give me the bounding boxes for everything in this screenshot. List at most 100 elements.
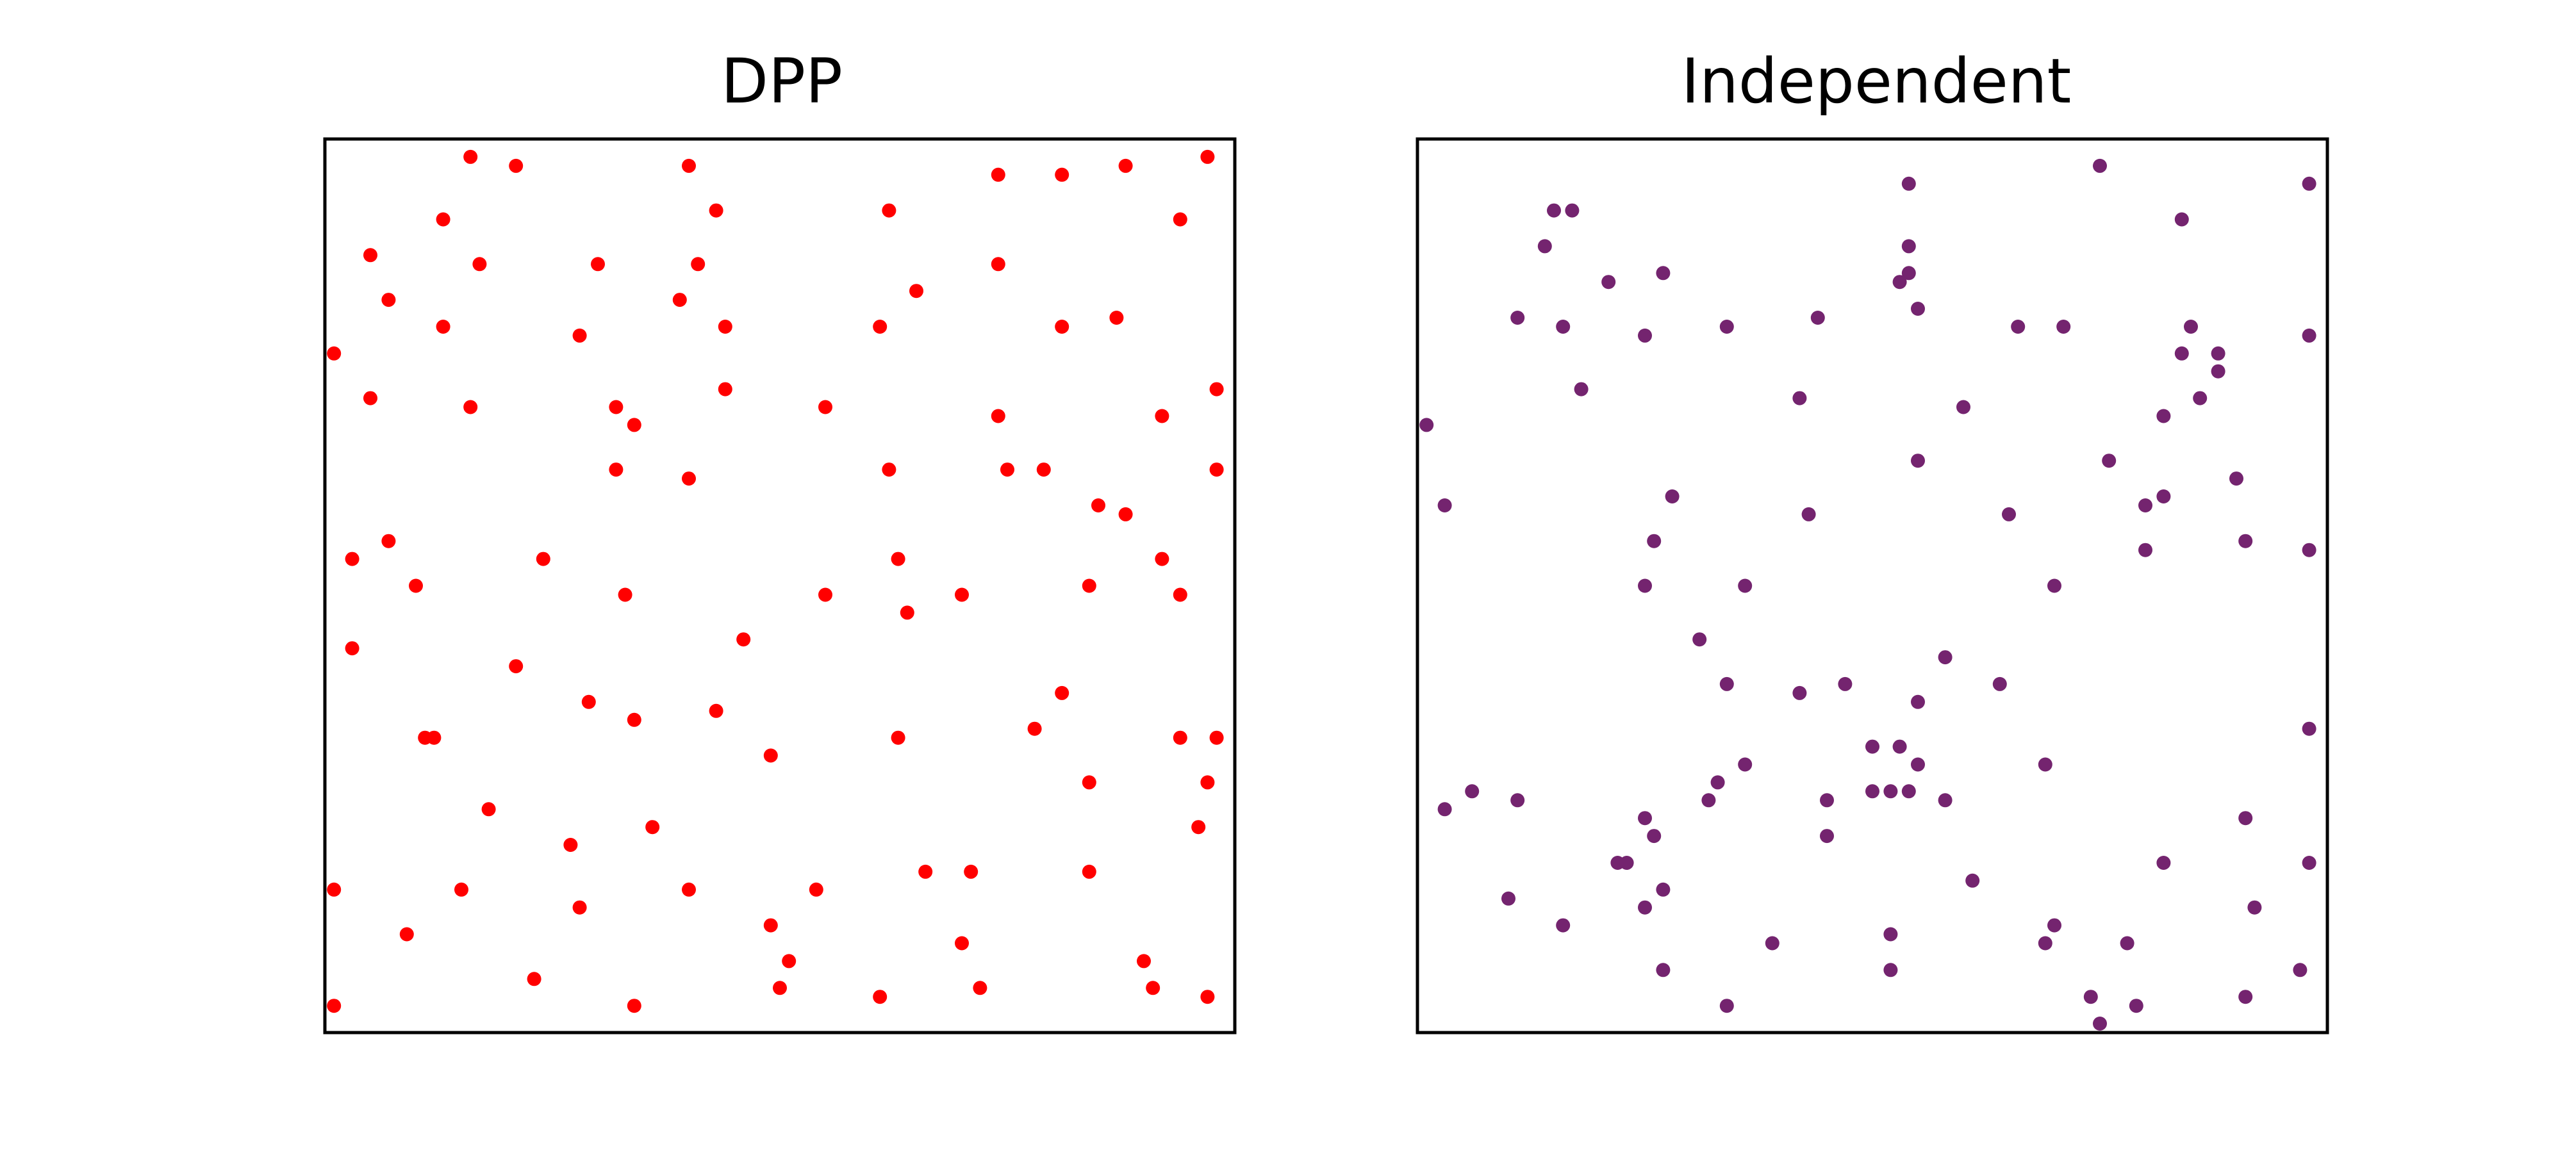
- dpp-point-23: [1109, 311, 1124, 325]
- dpp-point-10: [1173, 212, 1187, 227]
- independent-point-29: [2156, 409, 2171, 423]
- independent-point-1: [1901, 176, 1916, 191]
- dpp-point-30: [818, 400, 832, 414]
- independent-point-22: [2211, 346, 2225, 361]
- independent-point-55: [1892, 739, 1907, 754]
- dpp-point-20: [718, 320, 732, 334]
- dpp-point-14: [691, 257, 706, 272]
- dpp-point-21: [873, 320, 888, 334]
- dpp-point-6: [1200, 149, 1215, 164]
- independent-point-12: [1911, 302, 1925, 316]
- independent-point-32: [2102, 454, 2117, 468]
- dpp-point-9: [882, 203, 896, 218]
- independent-point-89: [1656, 963, 1671, 977]
- dpp-point-41: [1091, 498, 1105, 512]
- dpp-point-58: [581, 694, 596, 709]
- dpp-point-24: [327, 346, 342, 361]
- independent-point-5: [2174, 212, 2189, 227]
- independent-point-45: [1738, 578, 1753, 593]
- dpp-point-25: [572, 328, 587, 343]
- independent-point-26: [1956, 400, 1970, 414]
- independent-point-8: [1901, 266, 1916, 281]
- independent-point-49: [1719, 676, 1734, 691]
- dpp-point-77: [1082, 864, 1096, 879]
- dpp-point-60: [1055, 685, 1069, 700]
- independent-point-61: [1865, 784, 1879, 799]
- independent-panel: Independent: [1416, 45, 2329, 1034]
- dpp-point-29: [718, 382, 732, 397]
- dpp-point-85: [955, 936, 969, 951]
- independent-point-59: [2038, 757, 2052, 772]
- dpp-point-26: [363, 391, 377, 405]
- dpp-point-84: [399, 927, 414, 942]
- independent-point-71: [2238, 811, 2253, 826]
- independent-point-43: [2302, 543, 2316, 557]
- dpp-panel: DPP: [323, 45, 1237, 1034]
- independent-point-80: [1501, 891, 1515, 906]
- dpp-point-42: [1118, 507, 1133, 521]
- dpp-point-38: [1000, 462, 1014, 477]
- dpp-point-79: [454, 882, 468, 897]
- independent-point-87: [2038, 936, 2052, 951]
- independent-point-41: [2138, 543, 2152, 557]
- dpp-point-49: [618, 587, 632, 602]
- independent-point-77: [2302, 856, 2316, 870]
- independent-point-25: [1792, 391, 1807, 405]
- independent-point-86: [1765, 936, 1779, 951]
- independent-point-78: [1656, 882, 1671, 897]
- dpp-point-72: [645, 820, 660, 835]
- independent-point-6: [1537, 239, 1552, 254]
- dpp-point-73: [563, 838, 578, 852]
- dpp-point-89: [773, 981, 787, 995]
- dpp-point-0: [463, 149, 478, 164]
- dpp-point-43: [381, 534, 396, 548]
- independent-point-18: [2011, 320, 2026, 334]
- dpp-point-59: [709, 703, 723, 718]
- independent-point-10: [1601, 275, 1616, 290]
- dpp-point-35: [609, 462, 623, 477]
- dpp-point-13: [591, 257, 605, 272]
- dpp-point-54: [900, 605, 914, 620]
- dpp-point-69: [1082, 775, 1096, 790]
- independent-point-58: [1738, 757, 1753, 772]
- dpp-point-78: [327, 882, 342, 897]
- independent-point-92: [2083, 990, 2098, 1004]
- dpp-point-11: [363, 248, 377, 263]
- independent-point-44: [1638, 578, 1652, 593]
- independent-point-60: [1710, 775, 1725, 790]
- dpp-point-8: [709, 203, 723, 218]
- independent-point-81: [1638, 900, 1652, 915]
- dpp-point-18: [909, 284, 923, 298]
- independent-point-95: [2129, 999, 2143, 1013]
- independent-point-65: [1465, 784, 1480, 799]
- dpp-point-93: [1200, 990, 1215, 1004]
- dpp-point-71: [481, 802, 496, 817]
- dpp-point-39: [1036, 462, 1051, 477]
- independent-point-23: [2302, 328, 2316, 343]
- independent-point-57: [1911, 757, 1925, 772]
- dpp-point-52: [1082, 578, 1096, 593]
- dpp-point-28: [609, 400, 623, 414]
- dpp-point-82: [572, 900, 587, 915]
- independent-point-67: [1701, 793, 1716, 808]
- independent-point-53: [1911, 694, 1925, 709]
- independent-point-56: [1865, 739, 1879, 754]
- independent-point-54: [2302, 721, 2316, 736]
- independent-point-50: [1792, 685, 1807, 700]
- independent-point-46: [2047, 578, 2061, 593]
- independent-point-14: [1556, 320, 1571, 334]
- dpp-point-67: [1209, 730, 1224, 745]
- independent-point-13: [1510, 311, 1525, 325]
- dpp-point-48: [409, 578, 423, 593]
- dpp-point-36: [682, 471, 696, 486]
- dpp-point-62: [427, 730, 442, 745]
- independent-point-52: [1992, 676, 2007, 691]
- dpp-point-64: [891, 730, 905, 745]
- independent-point-11: [1656, 266, 1671, 281]
- independent-point-7: [1901, 239, 1916, 254]
- independent-point-42: [2238, 534, 2253, 548]
- dpp-point-55: [736, 632, 751, 647]
- independent-point-35: [1665, 489, 1680, 503]
- independent-point-88: [2120, 936, 2134, 951]
- dpp-point-75: [918, 864, 933, 879]
